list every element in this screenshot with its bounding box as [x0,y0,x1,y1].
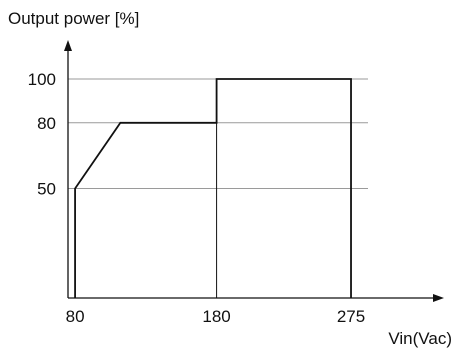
x-tick-label-80: 80 [66,307,85,326]
y-axis-arrow [64,40,72,51]
x-tick-label-180: 180 [202,307,230,326]
series-group [74,78,352,298]
y-tick-label-50: 50 [37,180,56,199]
x-tick-label-275: 275 [337,307,365,326]
x-tick-labels: 80 180 275 [66,307,366,326]
y-axis-label: Output power [%] [8,9,139,28]
axes [64,40,444,302]
y-tick-label-80: 80 [37,114,56,133]
series-line-0 [74,78,352,298]
y-tick-label-100: 100 [28,70,56,89]
x-axis-label: Vin(Vac) [388,329,452,348]
y-tick-labels: 50 80 100 [28,70,56,199]
x-axis-arrow [433,294,444,302]
